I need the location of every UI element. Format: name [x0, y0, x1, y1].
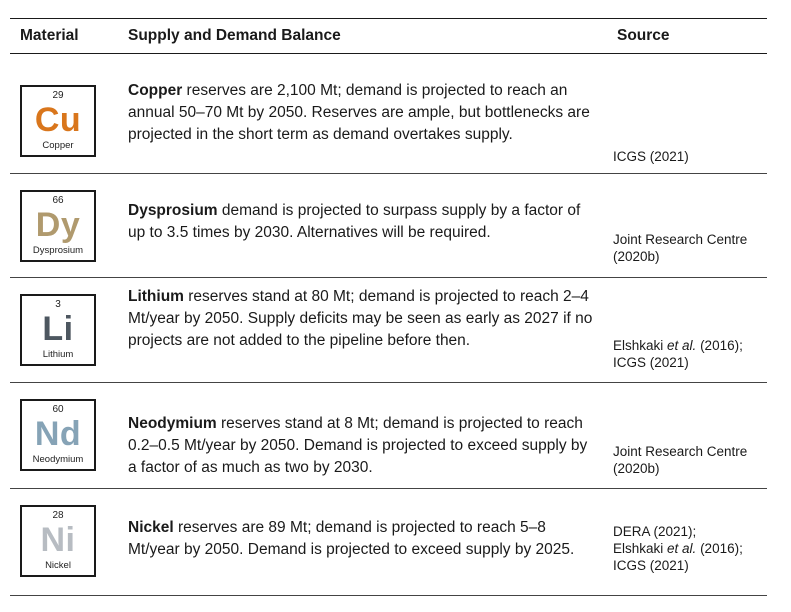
- atomic-number: 66: [52, 195, 64, 206]
- balance-description: demand is projected to surpass supply by…: [128, 202, 581, 241]
- balance-description: reserves are 2,100 Mt; demand is project…: [128, 82, 590, 143]
- source-author: Elshkaki: [613, 338, 668, 353]
- balance-description: reserves stand at 80 Mt; demand is proje…: [128, 288, 593, 349]
- balance-description: reserves are 89 Mt; demand is projected …: [128, 519, 575, 558]
- balance-text: Copper reserves are 2,100 Mt; demand is …: [128, 80, 598, 146]
- atomic-number: 28: [52, 510, 64, 521]
- source-line: Joint Research Centre: [613, 444, 748, 459]
- source-cell: Joint Research Centre (2020b): [613, 231, 773, 265]
- element-symbol: Li: [42, 310, 74, 348]
- source-line: ICGS (2021): [613, 355, 689, 370]
- table-row-lithium: 3 Li Lithium Lithium reserves stand at 8…: [10, 278, 767, 383]
- element-name: Dysprosium: [32, 245, 84, 256]
- source-year: (2016);: [696, 541, 743, 556]
- materials-table: Material Supply and Demand Balance Sourc…: [10, 18, 767, 596]
- balance-text: Dysprosium demand is projected to surpas…: [128, 200, 598, 244]
- element-name: Copper: [42, 140, 74, 151]
- source-line: Joint Research Centre: [613, 232, 748, 247]
- material-name: Nickel: [128, 519, 174, 536]
- atomic-number: 60: [52, 404, 64, 415]
- source-line: ICGS (2021): [613, 149, 689, 164]
- source-year: (2016);: [696, 338, 743, 353]
- element-name: Lithium: [42, 349, 74, 360]
- balance-description: reserves stand at 8 Mt; demand is projec…: [128, 415, 588, 476]
- source-line: DERA (2021);: [613, 524, 697, 539]
- source-line: Elshkaki et al. (2016);: [613, 540, 773, 557]
- element-tile-dysprosium: 66 Dy Dysprosium: [20, 190, 96, 262]
- element-symbol: Nd: [34, 415, 82, 453]
- source-cell: ICGS (2021): [613, 148, 773, 165]
- source-line: ICGS (2021): [613, 558, 689, 573]
- table-row-neodymium: 60 Nd Neodymium Neodymium reserves stand…: [10, 383, 767, 489]
- element-tile-lithium: 3 Li Lithium: [20, 294, 96, 366]
- source-cell: DERA (2021); Elshkaki et al. (2016); ICG…: [613, 523, 773, 574]
- material-name: Copper: [128, 82, 183, 99]
- source-cell: Elshkaki et al. (2016); ICGS (2021): [613, 337, 773, 371]
- header-source: Source: [617, 27, 670, 44]
- table-row-copper: 29 Cu Copper Copper reserves are 2,100 M…: [10, 54, 767, 174]
- balance-text: Nickel reserves are 89 Mt; demand is pro…: [128, 517, 598, 561]
- element-symbol: Dy: [35, 206, 81, 244]
- table-row-dysprosium: 66 Dy Dysprosium Dysprosium demand is pr…: [10, 174, 767, 278]
- element-symbol: Cu: [34, 101, 82, 139]
- source-author: Elshkaki: [613, 541, 668, 556]
- atomic-number: 3: [55, 299, 61, 310]
- material-name: Dysprosium: [128, 202, 218, 219]
- table-row-nickel: 28 Ni Nickel Nickel reserves are 89 Mt; …: [10, 489, 767, 596]
- balance-text: Neodymium reserves stand at 8 Mt; demand…: [128, 413, 598, 479]
- element-symbol: Ni: [40, 521, 76, 559]
- source-line: Elshkaki et al. (2016);: [613, 337, 773, 354]
- element-name: Nickel: [45, 560, 71, 571]
- source-line: (2020b): [613, 249, 660, 264]
- source-et-al: et al.: [667, 338, 697, 353]
- material-name: Lithium: [128, 288, 184, 305]
- header-balance: Supply and Demand Balance: [128, 27, 341, 44]
- element-tile-copper: 29 Cu Copper: [20, 85, 96, 157]
- balance-text: Lithium reserves stand at 80 Mt; demand …: [128, 286, 598, 352]
- material-name: Neodymium: [128, 415, 217, 432]
- source-cell: Joint Research Centre (2020b): [613, 443, 773, 477]
- element-tile-nickel: 28 Ni Nickel: [20, 505, 96, 577]
- element-name: Neodymium: [32, 454, 84, 465]
- table-header: Material Supply and Demand Balance Sourc…: [10, 18, 767, 54]
- source-line: (2020b): [613, 461, 660, 476]
- atomic-number: 29: [52, 90, 64, 101]
- element-tile-neodymium: 60 Nd Neodymium: [20, 399, 96, 471]
- header-material: Material: [20, 27, 79, 44]
- source-et-al: et al.: [667, 541, 697, 556]
